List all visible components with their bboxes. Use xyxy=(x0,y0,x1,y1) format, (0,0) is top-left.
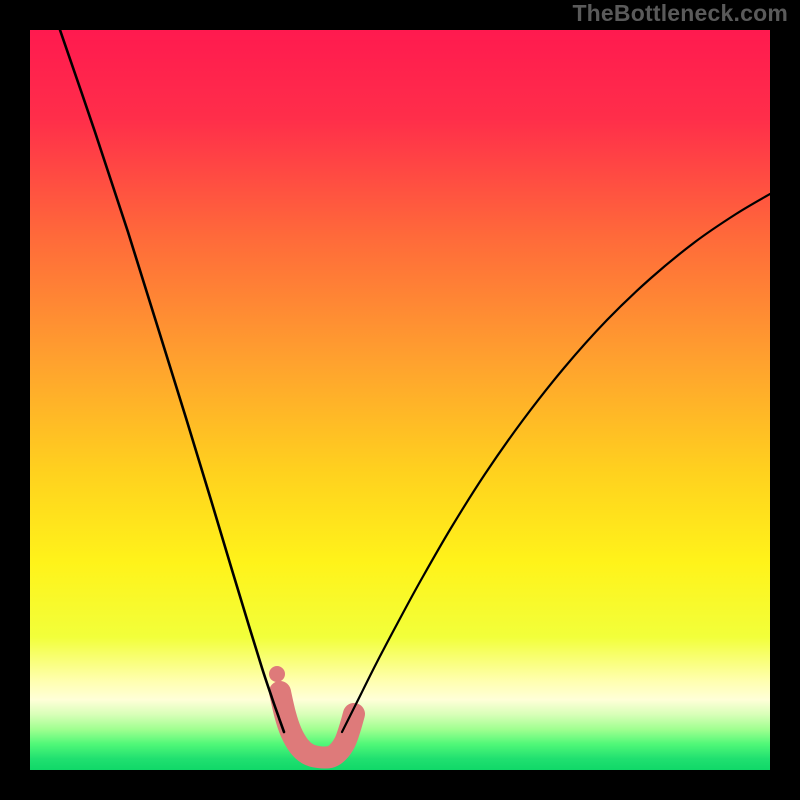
plot-area xyxy=(30,30,770,770)
watermark-text: TheBottleneck.com xyxy=(572,0,788,27)
overshoot-marker xyxy=(269,666,285,682)
chart-canvas: TheBottleneck.com xyxy=(0,0,800,800)
chart-svg xyxy=(0,0,800,800)
